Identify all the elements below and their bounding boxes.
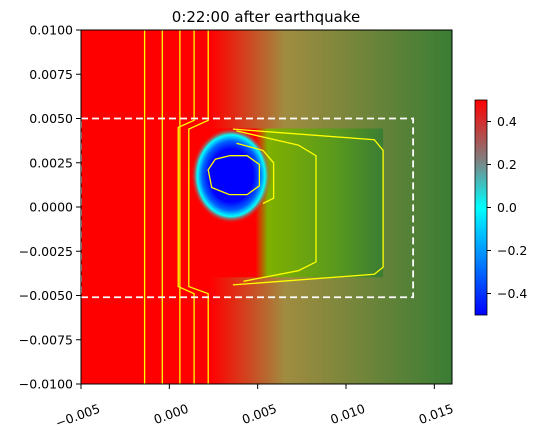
y-tick-label: −0.0050 — [19, 288, 73, 303]
contour-line — [232, 128, 384, 286]
x-tick-label: −0.005 — [53, 401, 102, 431]
colorbar-ticks: 0.4 0.2 0.0 −0.2 −0.4 — [487, 114, 527, 301]
contour-line — [207, 155, 261, 196]
colorbar-tick-label: 0.0 — [497, 200, 517, 215]
contour-line — [188, 30, 209, 384]
y-tick-label: 0.0050 — [29, 111, 73, 126]
y-tick-label: 0.0100 — [29, 23, 73, 38]
x-tick-label: 0.010 — [328, 401, 367, 427]
chart-title: 0:22:00 after earthquake — [172, 8, 360, 26]
x-tick-label: 0.000 — [152, 401, 191, 427]
y-axis: 0.0100 0.0075 0.0050 0.0025 0.0000 −0.0025 −0.… — [19, 23, 81, 392]
y-tick-label: −0.0075 — [19, 332, 73, 347]
y-tick-label: 0.0075 — [29, 67, 73, 82]
colorbar-tick-label: 0.4 — [497, 114, 517, 129]
y-tick-label: −0.0025 — [19, 244, 73, 259]
colorbar: 0.4 0.2 0.0 −0.2 −0.4 — [474, 99, 527, 316]
colorbar-tick-label: 0.2 — [497, 157, 517, 172]
dashed-boundary — [81, 117, 415, 299]
colorbar-tick-label: −0.2 — [497, 243, 527, 258]
low-value-region — [191, 127, 272, 224]
colorbar-gradient — [474, 99, 488, 316]
plot-area — [81, 30, 452, 384]
contour-line — [177, 30, 195, 384]
colorbar-tick-label: −0.4 — [497, 286, 527, 301]
contour-lines — [143, 30, 384, 384]
x-tick-label: 0.015 — [417, 401, 456, 427]
x-axis: −0.005 0.000 0.005 0.010 0.015 — [53, 384, 455, 431]
land-region — [81, 128, 217, 278]
y-tick-label: −0.0100 — [19, 377, 73, 392]
x-tick-label: 0.005 — [240, 401, 279, 427]
y-tick-label: 0.0000 — [29, 200, 73, 215]
contour-line — [236, 142, 275, 205]
y-tick-label: 0.0025 — [29, 155, 73, 170]
contour-line — [236, 130, 317, 282]
